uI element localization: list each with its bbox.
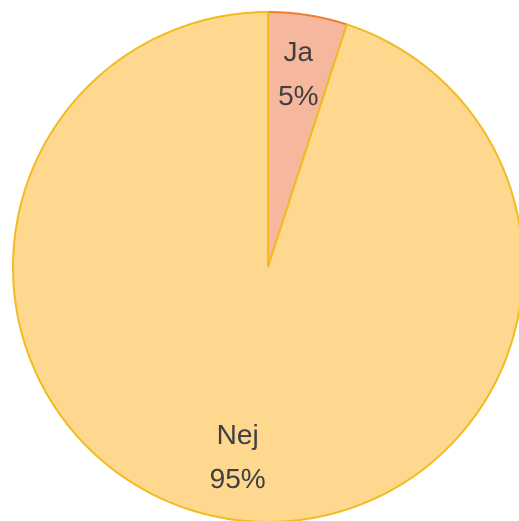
slice-value-label: 5% [278,80,318,111]
slice-category-label: Ja [284,36,314,67]
slice-value-label: 95% [210,463,266,494]
slice-category-label: Nej [217,419,259,450]
pie-slice [12,10,519,521]
